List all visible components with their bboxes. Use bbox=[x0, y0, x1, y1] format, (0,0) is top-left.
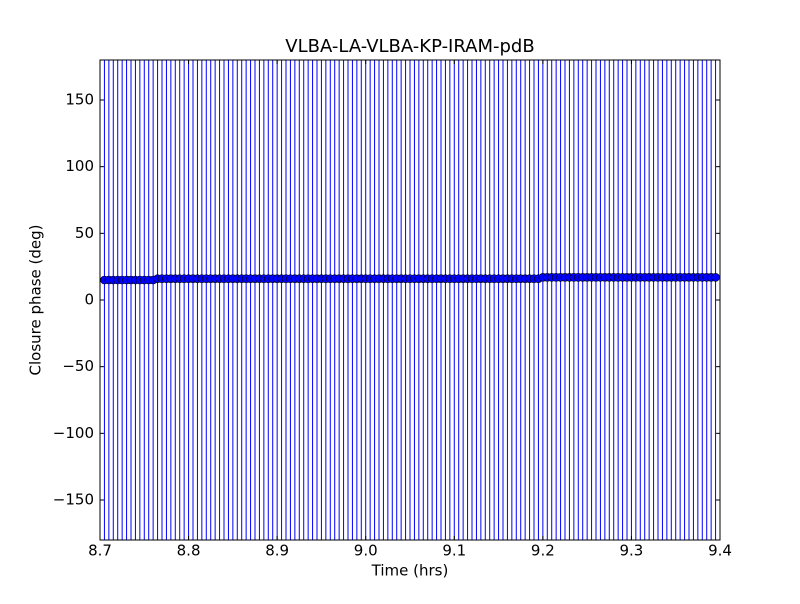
x-tick-label: 8.9 bbox=[265, 542, 289, 560]
y-tick-label: −50 bbox=[62, 357, 94, 375]
x-axis-label: Time (hrs) bbox=[371, 562, 449, 580]
data-point bbox=[711, 273, 720, 282]
x-tick-label: 9.3 bbox=[619, 542, 643, 560]
y-axis-label: Closure phase (deg) bbox=[27, 225, 45, 376]
x-tick-label: 9.2 bbox=[531, 542, 555, 560]
y-tick-label: −150 bbox=[53, 491, 94, 509]
y-tick-label: −100 bbox=[53, 424, 94, 442]
x-tick-label: 9.4 bbox=[708, 542, 732, 560]
x-tick-label: 8.8 bbox=[177, 542, 201, 560]
y-tick-label: 50 bbox=[75, 224, 94, 242]
y-tick-label: 150 bbox=[65, 91, 94, 109]
plot-area bbox=[100, 60, 720, 540]
chart-title: VLBA-LA-VLBA-KP-IRAM-pdB bbox=[285, 36, 534, 57]
x-tick-label: 9.1 bbox=[442, 542, 466, 560]
y-tick-label: 0 bbox=[84, 291, 94, 309]
y-tick-label: 100 bbox=[65, 157, 94, 175]
x-tick-label: 9.0 bbox=[354, 542, 378, 560]
x-tick-label: 8.7 bbox=[88, 542, 112, 560]
